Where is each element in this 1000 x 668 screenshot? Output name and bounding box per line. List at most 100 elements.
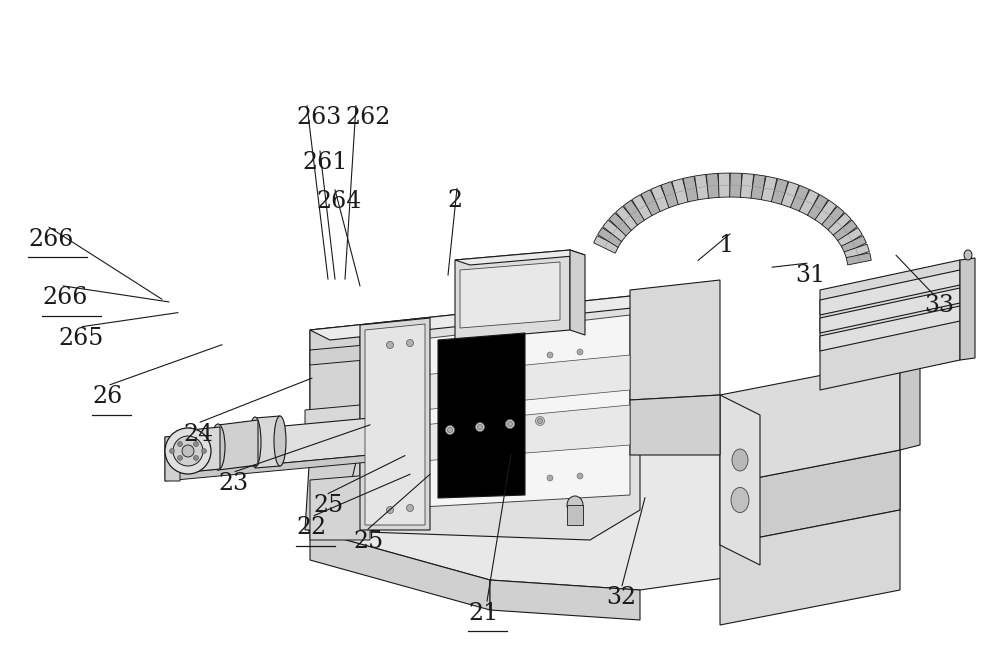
Polygon shape: [630, 395, 720, 455]
Polygon shape: [310, 345, 365, 365]
Polygon shape: [567, 505, 583, 525]
Ellipse shape: [731, 488, 749, 512]
Polygon shape: [365, 324, 425, 525]
Text: 264: 264: [316, 190, 361, 213]
Polygon shape: [438, 333, 525, 498]
Polygon shape: [165, 418, 370, 474]
Text: 25: 25: [313, 494, 343, 517]
Polygon shape: [445, 344, 460, 491]
Polygon shape: [846, 253, 871, 265]
Polygon shape: [598, 228, 622, 247]
Ellipse shape: [249, 417, 261, 467]
Text: 26: 26: [92, 385, 122, 408]
Polygon shape: [820, 260, 960, 390]
Polygon shape: [460, 262, 560, 328]
Polygon shape: [305, 405, 360, 450]
Text: 266: 266: [42, 287, 87, 309]
Polygon shape: [900, 355, 920, 450]
Polygon shape: [683, 176, 699, 202]
Polygon shape: [310, 295, 640, 540]
Polygon shape: [632, 194, 653, 220]
Ellipse shape: [387, 487, 393, 493]
Ellipse shape: [538, 418, 542, 424]
Polygon shape: [718, 173, 730, 197]
Polygon shape: [720, 450, 900, 545]
Text: 266: 266: [28, 228, 73, 250]
Ellipse shape: [178, 442, 182, 447]
Ellipse shape: [506, 420, 514, 428]
Polygon shape: [641, 190, 661, 216]
Ellipse shape: [406, 504, 414, 512]
Text: 32: 32: [606, 587, 636, 609]
Ellipse shape: [417, 364, 423, 370]
Ellipse shape: [387, 367, 393, 373]
Ellipse shape: [567, 496, 583, 514]
Polygon shape: [310, 395, 900, 590]
Text: 24: 24: [183, 423, 213, 446]
Polygon shape: [465, 344, 480, 491]
Text: 261: 261: [302, 152, 347, 174]
Text: 21: 21: [468, 602, 498, 625]
Polygon shape: [960, 258, 975, 360]
Polygon shape: [761, 176, 777, 202]
Polygon shape: [828, 213, 851, 236]
Polygon shape: [594, 236, 619, 253]
Ellipse shape: [547, 475, 553, 481]
Ellipse shape: [386, 341, 394, 349]
Polygon shape: [570, 250, 585, 335]
Polygon shape: [370, 355, 630, 415]
Polygon shape: [305, 445, 360, 530]
Ellipse shape: [170, 448, 175, 454]
Polygon shape: [844, 244, 869, 259]
Ellipse shape: [547, 352, 553, 358]
Polygon shape: [820, 288, 960, 333]
Ellipse shape: [476, 422, 484, 432]
Ellipse shape: [577, 473, 583, 479]
Ellipse shape: [448, 428, 452, 432]
Ellipse shape: [178, 456, 182, 460]
Polygon shape: [165, 455, 370, 481]
Polygon shape: [455, 250, 585, 265]
Polygon shape: [672, 178, 689, 204]
Ellipse shape: [211, 424, 225, 470]
Polygon shape: [455, 250, 570, 340]
Ellipse shape: [732, 449, 748, 471]
Ellipse shape: [194, 442, 198, 447]
Polygon shape: [310, 530, 490, 610]
Ellipse shape: [165, 428, 211, 474]
Polygon shape: [833, 220, 857, 242]
Polygon shape: [603, 220, 627, 242]
Polygon shape: [799, 190, 819, 216]
Text: 2: 2: [447, 189, 462, 212]
Text: 1: 1: [718, 234, 733, 257]
Polygon shape: [310, 295, 660, 340]
Polygon shape: [370, 315, 630, 510]
Polygon shape: [190, 427, 220, 472]
Polygon shape: [609, 213, 632, 236]
Polygon shape: [815, 200, 837, 225]
Text: 25: 25: [353, 530, 383, 552]
Polygon shape: [616, 206, 638, 230]
Polygon shape: [255, 416, 280, 468]
Ellipse shape: [386, 506, 394, 514]
Ellipse shape: [508, 422, 512, 426]
Polygon shape: [310, 475, 370, 540]
Polygon shape: [505, 344, 520, 491]
Polygon shape: [630, 280, 720, 400]
Ellipse shape: [182, 445, 194, 457]
Text: 22: 22: [296, 516, 326, 539]
Text: 33: 33: [924, 295, 954, 317]
Text: 263: 263: [296, 106, 341, 129]
Polygon shape: [165, 436, 180, 481]
Polygon shape: [661, 182, 679, 208]
Polygon shape: [771, 178, 788, 204]
Polygon shape: [781, 182, 799, 208]
Polygon shape: [790, 185, 809, 212]
Ellipse shape: [478, 424, 482, 430]
Polygon shape: [490, 580, 640, 620]
Ellipse shape: [446, 426, 454, 434]
Polygon shape: [751, 174, 765, 200]
Polygon shape: [720, 395, 760, 565]
Polygon shape: [651, 185, 670, 212]
Polygon shape: [310, 325, 360, 530]
